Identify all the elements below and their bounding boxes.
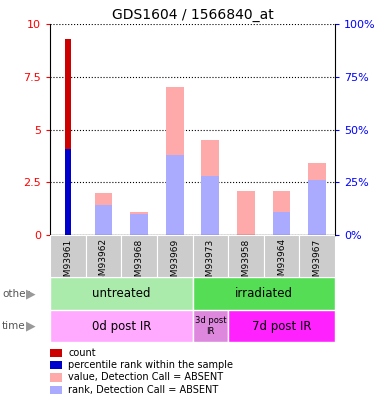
Text: rank, Detection Call = ABSENT: rank, Detection Call = ABSENT xyxy=(68,385,218,394)
Bar xyxy=(192,277,335,310)
Bar xyxy=(273,212,290,235)
Bar xyxy=(201,140,219,235)
Bar xyxy=(50,277,192,310)
Bar xyxy=(50,235,85,277)
Text: other: other xyxy=(2,289,30,298)
Bar xyxy=(130,212,148,235)
Text: value, Detection Call = ABSENT: value, Detection Call = ABSENT xyxy=(68,373,223,382)
Bar xyxy=(228,310,335,342)
Text: GSM93973: GSM93973 xyxy=(206,238,215,288)
Text: 0d post IR: 0d post IR xyxy=(92,320,151,333)
Text: 7d post IR: 7d post IR xyxy=(252,320,311,333)
Bar xyxy=(95,193,112,235)
Bar xyxy=(157,235,192,277)
Text: GSM93967: GSM93967 xyxy=(313,238,321,288)
Text: ▶: ▶ xyxy=(26,320,36,333)
Bar xyxy=(65,149,71,235)
Bar xyxy=(130,214,148,235)
Title: GDS1604 / 1566840_at: GDS1604 / 1566840_at xyxy=(112,8,273,22)
Text: time: time xyxy=(2,321,25,331)
Text: GSM93961: GSM93961 xyxy=(64,238,72,288)
Bar xyxy=(192,310,228,342)
Text: GSM93969: GSM93969 xyxy=(170,238,179,288)
Text: GSM93964: GSM93964 xyxy=(277,238,286,288)
Text: percentile rank within the sample: percentile rank within the sample xyxy=(68,360,233,370)
Text: untreated: untreated xyxy=(92,287,151,300)
Text: irradiated: irradiated xyxy=(235,287,293,300)
Bar xyxy=(237,191,255,235)
Text: GSM93968: GSM93968 xyxy=(135,238,144,288)
Text: GSM93958: GSM93958 xyxy=(241,238,250,288)
Bar xyxy=(300,235,335,277)
Bar xyxy=(273,191,290,235)
Bar xyxy=(264,235,300,277)
Text: count: count xyxy=(68,348,96,358)
Bar xyxy=(85,235,121,277)
Bar xyxy=(166,155,184,235)
Bar xyxy=(192,235,228,277)
Bar xyxy=(201,176,219,235)
Bar xyxy=(50,310,192,342)
Bar xyxy=(308,163,326,235)
Text: 3d post
IR: 3d post IR xyxy=(194,316,226,336)
Bar xyxy=(228,235,264,277)
Bar xyxy=(166,87,184,235)
Text: ▶: ▶ xyxy=(26,287,36,300)
Bar xyxy=(95,205,112,235)
Bar xyxy=(65,39,71,235)
Bar xyxy=(308,180,326,235)
Text: GSM93962: GSM93962 xyxy=(99,238,108,288)
Bar xyxy=(121,235,157,277)
